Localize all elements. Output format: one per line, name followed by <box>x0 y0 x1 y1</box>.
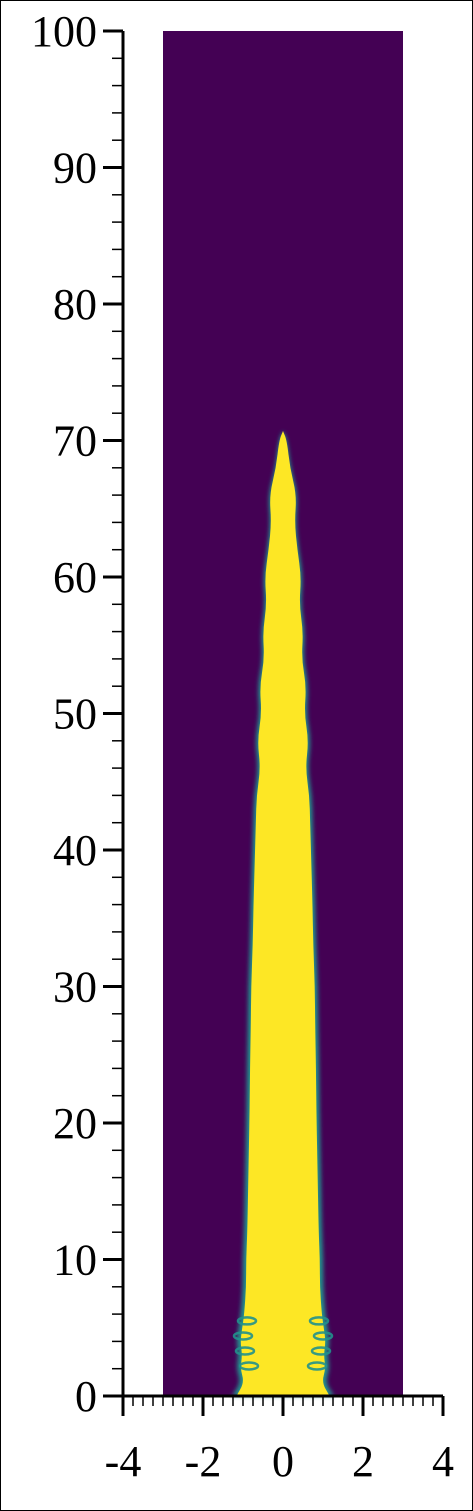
y-tick-label: 0 <box>75 1372 97 1421</box>
y-tick-label: 100 <box>31 7 97 56</box>
inlet-vortex <box>306 1361 328 1371</box>
inlet-vortex <box>310 1346 332 1356</box>
x-tick-label: 4 <box>432 1437 454 1486</box>
inlet-vortex <box>312 1331 334 1341</box>
y-tick-label: 60 <box>53 553 97 602</box>
y-tick-label: 30 <box>53 963 97 1012</box>
jet-plume <box>232 430 334 1396</box>
inlet-vortex <box>234 1346 256 1356</box>
y-axis: 0 10 20 30 40 50 60 70 80 90 100 <box>31 7 125 1421</box>
jet-core <box>236 430 330 1396</box>
inlet-vortex <box>308 1316 330 1326</box>
y-tick-label: 40 <box>53 826 97 875</box>
y-tick-label: 70 <box>53 417 97 466</box>
y-tick-label: 90 <box>53 144 97 193</box>
x-tick-label: -4 <box>105 1437 142 1486</box>
y-tick-label: 80 <box>53 280 97 329</box>
x-tick-label: -2 <box>185 1437 222 1486</box>
x-tick-label: 2 <box>352 1437 374 1486</box>
y-tick-label: 20 <box>53 1099 97 1148</box>
plot-area <box>163 31 403 1396</box>
x-tick-label: 0 <box>272 1437 294 1486</box>
inlet-vortex <box>238 1361 260 1371</box>
inlet-vortex <box>236 1316 258 1326</box>
y-tick-label: 10 <box>53 1236 97 1285</box>
y-tick-label: 50 <box>53 690 97 739</box>
inlet-vortex <box>232 1331 254 1341</box>
x-axis: -4 -2 0 2 4 <box>105 1394 454 1486</box>
